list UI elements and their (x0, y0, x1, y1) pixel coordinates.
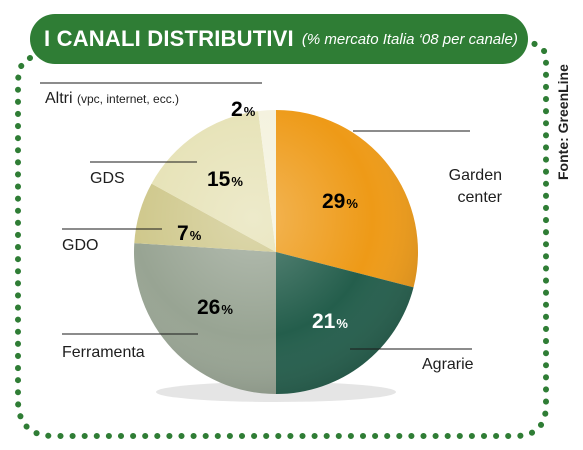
chart-title: I CANALI DISTRIBUTIVI (44, 26, 294, 51)
chart-subtitle: (% mercato Italia ‘08 per canale) (301, 30, 518, 48)
label-agrarie: Agrarie (422, 356, 474, 373)
label-garden-center: Garden center (448, 167, 502, 206)
label-gdo: GDO (62, 237, 99, 254)
value-gds: 15% (207, 168, 243, 191)
label-ferramenta: Ferramenta (62, 344, 145, 361)
chart-title-banner: I CANALI DISTRIBUTIVI (% mercato Italia … (30, 14, 528, 64)
value-gdo: 7% (177, 222, 202, 245)
leader-lines (40, 82, 472, 350)
value-ferramenta: 26% (197, 296, 233, 319)
value-altri: 2% (231, 98, 256, 121)
value-garden-center: 29% (322, 190, 358, 213)
label-altri-text: Altri (45, 90, 73, 107)
label-altri: Altri (vpc, internet, ecc.) (45, 90, 179, 108)
label-altri-sublabel: (vpc, internet, ecc.) (77, 92, 180, 106)
pie-shading (134, 110, 418, 394)
value-agrarie: 21% (312, 310, 348, 333)
label-gds: GDS (90, 170, 125, 187)
